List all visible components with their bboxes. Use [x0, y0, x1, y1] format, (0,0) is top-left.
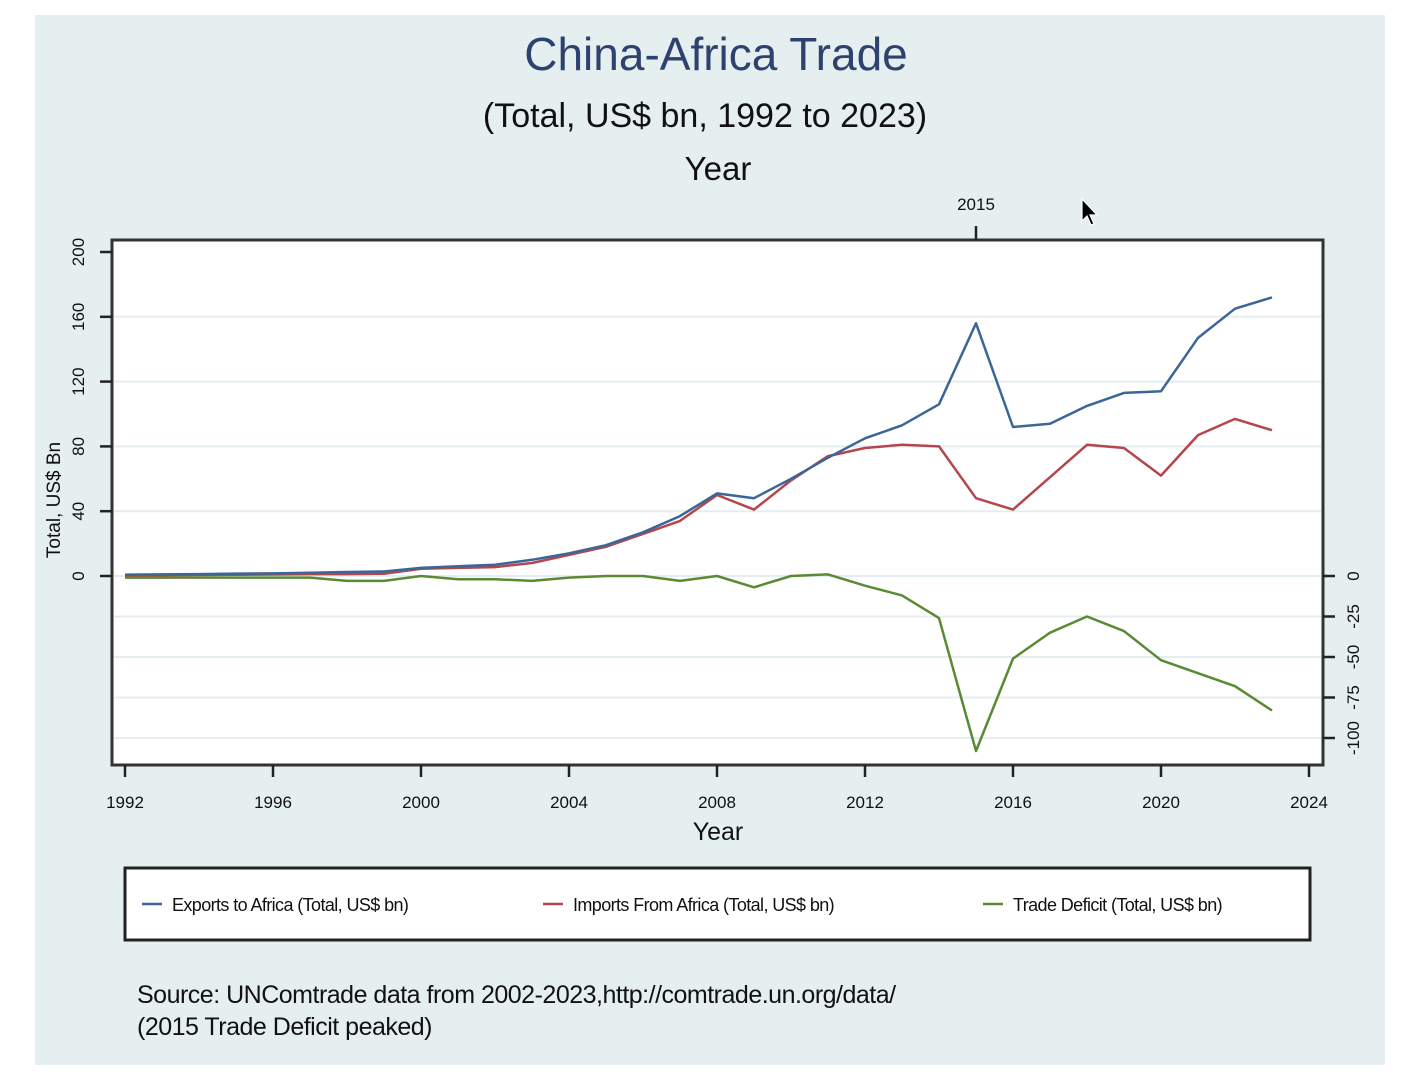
mouse-cursor-icon: [1081, 197, 1099, 226]
series-line-0: [124, 296, 1273, 576]
x-tick-label: 1996: [254, 793, 292, 812]
x-tick-label: 2004: [550, 793, 588, 812]
series-line-1: [124, 417, 1273, 577]
y2-tick-label: -25: [1344, 604, 1363, 629]
y2-tick-label: -100: [1344, 721, 1363, 755]
x-tick-label: 2016: [994, 793, 1032, 812]
legend-label: Imports From Africa (Total, US$ bn): [573, 895, 834, 915]
legend-box: [123, 866, 1312, 942]
plot-area: [110, 238, 1325, 767]
x-tick-label: 2008: [698, 793, 736, 812]
source-text: Source: UNComtrade data from 2002-2023,h…: [137, 981, 896, 1009]
top-x-tick-label: 2015: [957, 195, 995, 214]
y-tick-label: 40: [69, 502, 88, 521]
x-tick-label: 2012: [846, 793, 884, 812]
y2-tick-label: -75: [1344, 685, 1363, 710]
chart-title: China-Africa Trade: [524, 28, 908, 80]
y2-tick-label: -50: [1344, 645, 1363, 670]
y-tick-label: 0: [69, 571, 88, 580]
chart-subtitle: (Total, US$ bn, 1992 to 2023): [483, 97, 927, 135]
x-tick-label: 2024: [1290, 793, 1328, 812]
x-tick-label: 2000: [402, 793, 440, 812]
y-tick-label: 200: [69, 238, 88, 266]
x-tick-label: 2020: [1142, 793, 1180, 812]
note-text: (2015 Trade Deficit peaked): [137, 1013, 432, 1041]
y-tick-label: 80: [69, 437, 88, 456]
top-axis-title: Year: [685, 150, 752, 187]
y2-tick-label: 0: [1344, 571, 1363, 580]
legend-label: Trade Deficit (Total, US$ bn): [1013, 895, 1222, 915]
y-axis-label: Total, US$ Bn: [44, 442, 65, 558]
x-tick-label: 1992: [106, 793, 144, 812]
series-line-2: [125, 573, 1273, 753]
y-tick-label: 160: [69, 303, 88, 331]
legend-label: Exports to Africa (Total, US$ bn): [172, 895, 408, 915]
x-axis-label: Year: [693, 818, 744, 846]
y-tick-label: 120: [69, 367, 88, 395]
